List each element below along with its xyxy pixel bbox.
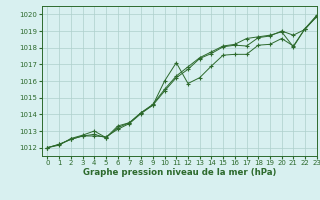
- X-axis label: Graphe pression niveau de la mer (hPa): Graphe pression niveau de la mer (hPa): [83, 168, 276, 177]
